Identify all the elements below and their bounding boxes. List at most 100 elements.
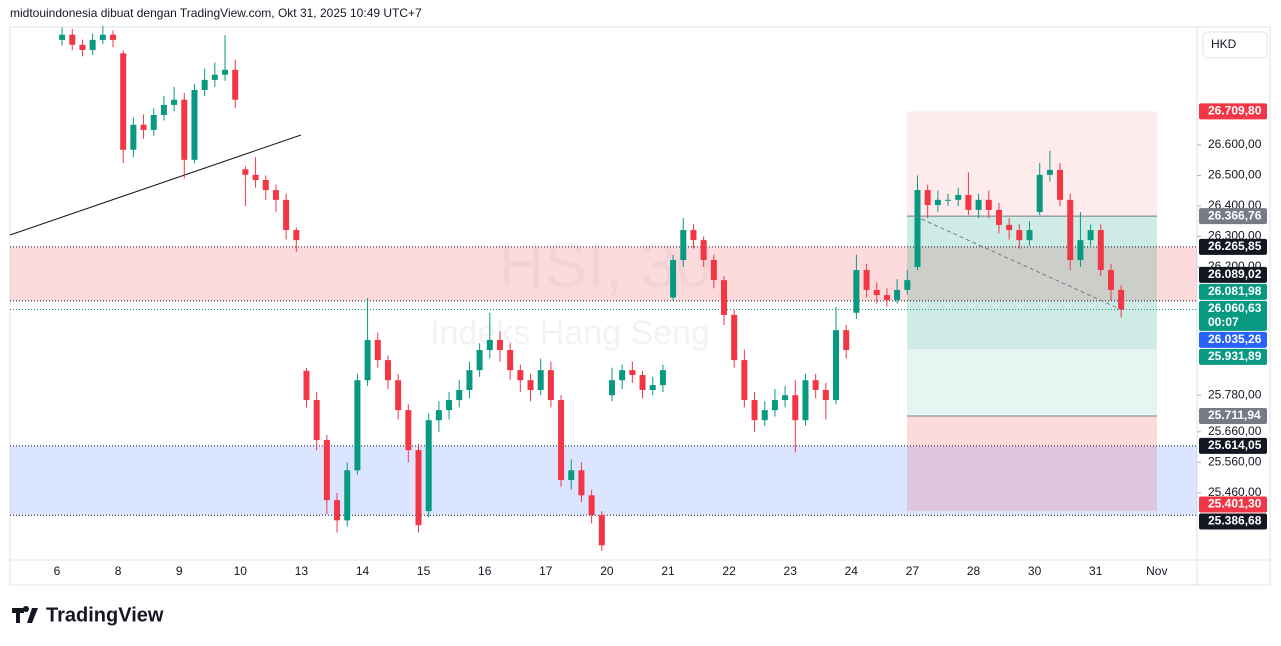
candle-body xyxy=(272,190,279,200)
projection-line xyxy=(914,215,1122,310)
x-tick-label: 27 xyxy=(906,564,920,578)
candle-body xyxy=(639,375,646,390)
candle-body xyxy=(700,240,707,260)
candle-body xyxy=(751,400,758,421)
candle-body xyxy=(354,380,361,471)
x-tick-label: 22 xyxy=(722,564,736,578)
y-tick-label: 26.500,00 xyxy=(1208,168,1262,182)
x-tick-label: 8 xyxy=(115,564,122,578)
price-label-box xyxy=(1199,437,1267,454)
price-label: 26.081,98 xyxy=(1208,284,1262,298)
candle-body xyxy=(955,194,962,200)
candle-body xyxy=(812,380,819,390)
candle-body xyxy=(425,420,432,512)
candle-body xyxy=(945,199,952,201)
candle-body xyxy=(446,400,453,411)
candle-body xyxy=(1067,199,1074,260)
x-tick-label: 28 xyxy=(967,564,981,578)
candle-body xyxy=(1077,240,1084,260)
candle-body xyxy=(761,410,768,421)
price-label-box xyxy=(1199,238,1267,255)
x-tick-label: 10 xyxy=(234,564,248,578)
price-label-box xyxy=(1199,103,1267,120)
x-tick-label: 16 xyxy=(478,564,492,578)
candle-body xyxy=(934,199,941,206)
candle-body xyxy=(1006,224,1013,231)
candle-body xyxy=(608,380,615,396)
candle-body xyxy=(721,280,728,315)
candle-body xyxy=(323,440,330,501)
candle-body xyxy=(883,295,890,300)
x-tick-label: 20 xyxy=(600,564,614,578)
x-tick-label: 30 xyxy=(1028,564,1042,578)
candle-body xyxy=(110,34,117,40)
candle-body xyxy=(283,199,290,231)
price-label-box xyxy=(1199,331,1267,348)
candle-body xyxy=(69,34,76,45)
candle-body xyxy=(181,99,188,160)
currency-button[interactable] xyxy=(1202,31,1268,59)
stop-zone-lower xyxy=(907,415,1157,511)
x-tick-label: 31 xyxy=(1089,564,1103,578)
trend-line xyxy=(9,134,302,236)
candle-body xyxy=(415,450,422,526)
candle-body xyxy=(873,289,880,296)
candle-body xyxy=(680,230,687,260)
candle-body xyxy=(853,270,860,313)
y-tick-label: 26.600,00 xyxy=(1208,137,1262,151)
candle-body xyxy=(985,199,992,210)
candle-body xyxy=(293,230,300,241)
candle-body xyxy=(629,370,636,376)
logo: TradingView xyxy=(12,604,164,626)
candle-body xyxy=(59,34,66,40)
candle-body xyxy=(741,360,748,401)
x-tick-label: 6 xyxy=(54,564,61,578)
candle-body xyxy=(262,180,269,191)
price-label: 26.035,26 xyxy=(1208,332,1262,346)
candle-body xyxy=(89,39,96,50)
x-tick-label: 9 xyxy=(176,564,183,578)
x-tick-label: Nov xyxy=(1146,564,1167,578)
candle-body xyxy=(171,99,178,105)
candle-body xyxy=(568,470,575,481)
logo-text: TradingView xyxy=(46,604,164,626)
x-tick-label: 14 xyxy=(356,564,370,578)
candle-body xyxy=(384,360,391,381)
candle-body xyxy=(334,500,341,521)
candle-body xyxy=(1046,169,1053,175)
price-label-box xyxy=(1199,348,1267,365)
chart-frame xyxy=(9,26,1271,586)
candle-body xyxy=(120,53,127,150)
candle-body xyxy=(833,330,840,401)
candle-body xyxy=(517,370,524,381)
candle-body xyxy=(537,370,544,390)
candle-body xyxy=(374,339,381,361)
stop-zone xyxy=(907,111,1157,217)
candle-body xyxy=(914,190,921,267)
candle-body xyxy=(904,280,911,290)
candle-body xyxy=(598,515,605,546)
price-label: 25.614,05 xyxy=(1208,438,1262,452)
candle-body xyxy=(456,389,463,401)
candle-body xyxy=(1026,230,1033,241)
candle-body xyxy=(924,190,931,206)
price-label: 25.711,94 xyxy=(1208,408,1261,422)
candle-body xyxy=(486,339,493,351)
candle-body xyxy=(894,289,901,300)
x-tick-label: 23 xyxy=(784,564,798,578)
currency[interactable]: HKD xyxy=(1211,37,1237,51)
candle-body xyxy=(160,104,167,115)
candle-body xyxy=(527,380,534,390)
candle-body xyxy=(547,370,554,401)
price-label: 26.366,76 xyxy=(1208,208,1262,222)
candle-body xyxy=(1036,174,1043,213)
candle-body xyxy=(965,194,972,210)
target-zone-extended xyxy=(907,348,1157,416)
price-label: 26.709,80 xyxy=(1208,104,1262,118)
candle-body xyxy=(578,470,585,496)
candle-body xyxy=(222,69,229,75)
price-label: 26.089,02 xyxy=(1208,267,1262,281)
price-label-box xyxy=(1199,496,1267,513)
